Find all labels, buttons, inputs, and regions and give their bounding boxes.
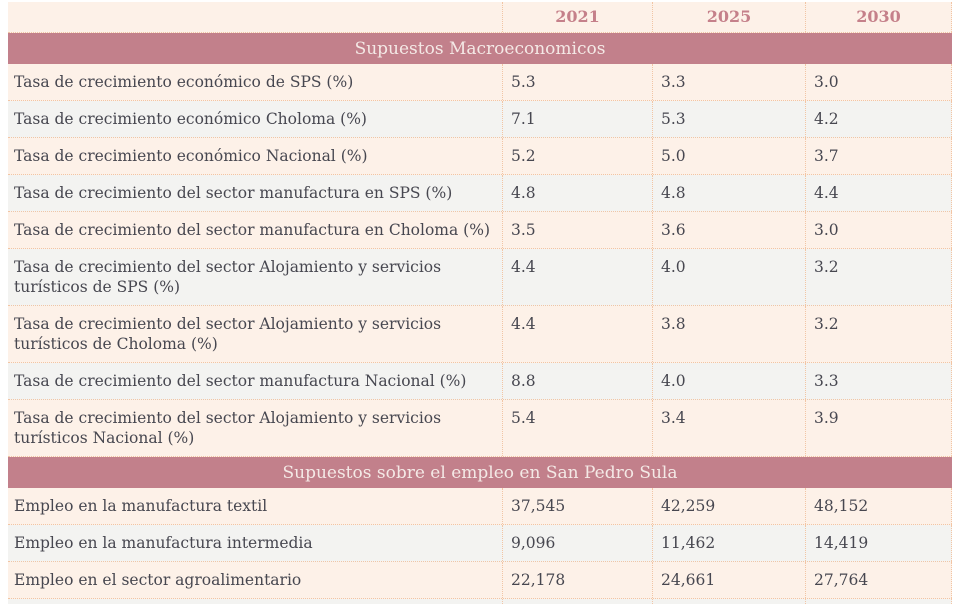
value-2021: 4.8	[502, 175, 652, 211]
column-header-row: 2021 2025 2030	[8, 2, 952, 33]
value-2030: 3.3	[805, 363, 952, 399]
table-row: Tasa de crecimiento económico Choloma (%…	[8, 101, 952, 138]
value-2030: 4.2	[805, 101, 952, 137]
value-2021: 22,178	[502, 562, 652, 598]
value-2021: 37,545	[502, 488, 652, 524]
value-2030: 3.9	[805, 400, 952, 456]
assumptions-table: 2021 2025 2030 Supuestos Macroeconomicos…	[8, 2, 952, 604]
table-row: Empleo en la manufactura intermedia 9,09…	[8, 525, 952, 562]
value-2025: 3.8	[652, 306, 805, 362]
row-label: Empleo en la manufactura textil	[14, 497, 268, 515]
table-row: Tasa de crecimiento del sector manufactu…	[8, 175, 952, 212]
row-label: Tasa de crecimiento del sector Alojamien…	[14, 258, 442, 296]
value-2030: 3.0	[805, 212, 952, 248]
value-2030: 27,764	[805, 562, 952, 598]
value-2025: 3.6	[652, 212, 805, 248]
value-2021: 4.4	[502, 306, 652, 362]
row-label: Tasa de crecimiento económico Nacional (…	[14, 147, 368, 165]
value-2025: 4.0	[652, 363, 805, 399]
empty-corner-cell	[8, 2, 502, 32]
value-2025: 42,259	[652, 488, 805, 524]
value-2021: 8.8	[502, 363, 652, 399]
value-2021: 9,096	[502, 525, 652, 561]
column-header-2025: 2025	[652, 2, 805, 32]
value-2021: 5.4	[502, 400, 652, 456]
table-row: Tasa de crecimiento del sector Alojamien…	[8, 400, 952, 457]
table-row: Tasa de crecimiento del sector Alojamien…	[8, 249, 952, 306]
row-label: Tasa de crecimiento del sector manufactu…	[14, 221, 490, 239]
column-header-2030: 2030	[805, 2, 952, 32]
row-label: Tasa de crecimiento del sector Alojamien…	[14, 315, 442, 353]
partial-cell	[652, 599, 805, 604]
value-2025: 5.3	[652, 101, 805, 137]
row-label: Tasa de crecimiento económico de SPS (%)	[14, 73, 354, 91]
row-label: Tasa de crecimiento del sector manufactu…	[14, 372, 467, 390]
partial-cell	[502, 599, 652, 604]
table-row: Tasa de crecimiento del sector manufactu…	[8, 363, 952, 400]
value-2030: 3.7	[805, 138, 952, 174]
value-2025: 24,661	[652, 562, 805, 598]
value-2030: 4.4	[805, 175, 952, 211]
partial-row	[8, 599, 952, 604]
value-2030: 3.2	[805, 249, 952, 305]
value-2021: 5.2	[502, 138, 652, 174]
table-row: Empleo en el sector agroalimentario 22,1…	[8, 562, 952, 599]
value-2021: 5.3	[502, 64, 652, 100]
row-label: Tasa de crecimiento del sector Alojamien…	[14, 409, 442, 447]
value-2025: 4.8	[652, 175, 805, 211]
section-header-empleo: Supuestos sobre el empleo en San Pedro S…	[8, 457, 952, 488]
table-row: Tasa de crecimiento económico Nacional (…	[8, 138, 952, 175]
section-header-macroeconomicos: Supuestos Macroeconomicos	[8, 33, 952, 64]
table-row: Tasa de crecimiento económico de SPS (%)…	[8, 64, 952, 101]
value-2021: 3.5	[502, 212, 652, 248]
partial-cell	[8, 599, 502, 604]
table-row: Tasa de crecimiento del sector manufactu…	[8, 212, 952, 249]
column-header-2021: 2021	[502, 2, 652, 32]
value-2030: 14,419	[805, 525, 952, 561]
value-2021: 7.1	[502, 101, 652, 137]
table-row: Empleo en la manufactura textil 37,545 4…	[8, 488, 952, 525]
value-2030: 3.2	[805, 306, 952, 362]
value-2025: 5.0	[652, 138, 805, 174]
value-2030: 3.0	[805, 64, 952, 100]
partial-cell	[805, 599, 952, 604]
row-label: Empleo en el sector agroalimentario	[14, 571, 302, 589]
value-2025: 4.0	[652, 249, 805, 305]
row-label: Tasa de crecimiento del sector manufactu…	[14, 184, 453, 202]
row-label: Empleo en la manufactura intermedia	[14, 534, 313, 552]
table-row: Tasa de crecimiento del sector Alojamien…	[8, 306, 952, 363]
value-2025: 11,462	[652, 525, 805, 561]
value-2025: 3.4	[652, 400, 805, 456]
value-2021: 4.4	[502, 249, 652, 305]
value-2030: 48,152	[805, 488, 952, 524]
value-2025: 3.3	[652, 64, 805, 100]
row-label: Tasa de crecimiento económico Choloma (%…	[14, 110, 367, 128]
